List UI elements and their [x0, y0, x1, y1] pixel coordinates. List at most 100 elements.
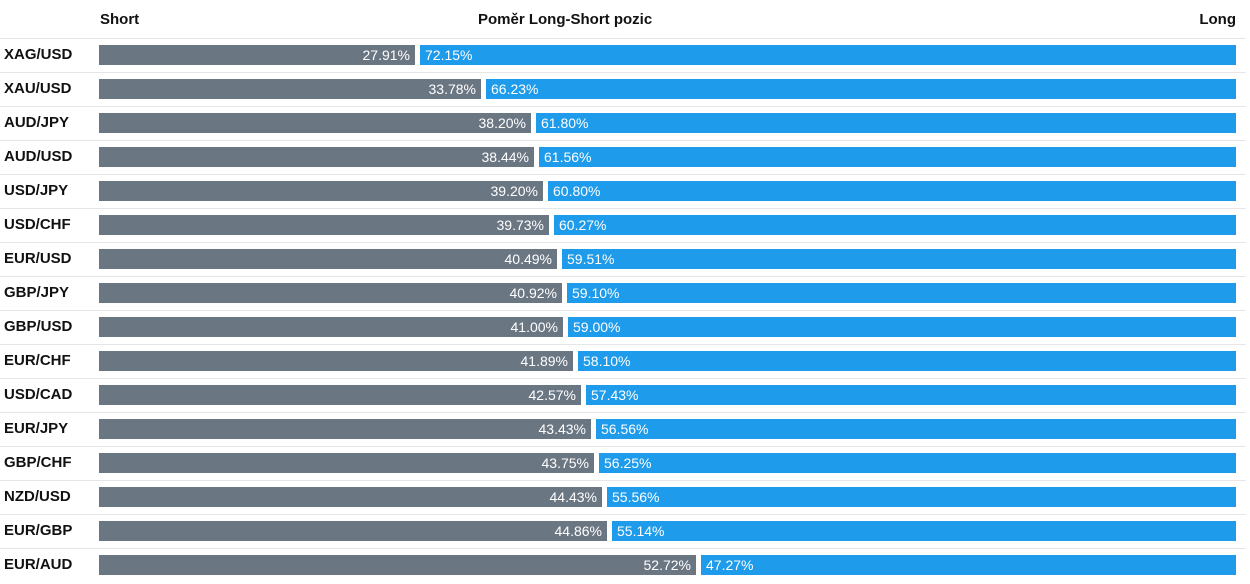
long-value-label: 61.56% — [544, 149, 592, 165]
short-bar: 38.20% — [99, 113, 531, 133]
row-divider — [0, 446, 1246, 447]
long-value-label: 58.10% — [583, 353, 631, 369]
short-value-label: 39.73% — [496, 217, 544, 233]
short-value-label: 44.86% — [554, 523, 602, 539]
short-bar: 38.44% — [99, 147, 534, 167]
short-bar: 39.73% — [99, 215, 549, 235]
table-row: XAU/USD 33.78% 66.23% — [0, 72, 1250, 106]
long-bar: 60.80% — [548, 181, 1236, 201]
short-value-label: 52.72% — [643, 557, 691, 573]
long-bar: 59.00% — [568, 317, 1236, 337]
long-header: Long — [1199, 11, 1236, 28]
long-value-label: 59.00% — [573, 319, 621, 335]
row-divider — [0, 106, 1246, 107]
symbol-label: AUD/JPY — [4, 114, 70, 131]
long-bar: 56.56% — [596, 419, 1236, 439]
row-divider — [0, 242, 1246, 243]
long-value-label: 60.80% — [553, 183, 601, 199]
long-value-label: 55.56% — [612, 489, 660, 505]
row-divider — [0, 412, 1246, 413]
long-bar: 60.27% — [554, 215, 1236, 235]
short-bar: 39.20% — [99, 181, 543, 201]
symbol-label: EUR/USD — [4, 250, 72, 267]
long-value-label: 60.27% — [559, 217, 607, 233]
table-row: AUD/JPY 38.20% 61.80% — [0, 106, 1250, 140]
row-divider — [0, 174, 1246, 175]
symbol-label: GBP/JPY — [4, 284, 70, 301]
symbol-label: XAU/USD — [4, 80, 72, 97]
long-bar: 61.80% — [536, 113, 1236, 133]
long-bar: 57.43% — [586, 385, 1236, 405]
long-value-label: 57.43% — [591, 387, 639, 403]
table-row: EUR/GBP 44.86% 55.14% — [0, 514, 1250, 548]
short-value-label: 33.78% — [428, 81, 476, 97]
short-value-label: 38.44% — [481, 149, 529, 165]
long-bar: 47.27% — [701, 555, 1236, 575]
short-bar: 40.92% — [99, 283, 562, 303]
symbol-label: GBP/USD — [4, 318, 73, 335]
short-value-label: 42.57% — [528, 387, 576, 403]
long-bar: 72.15% — [420, 45, 1236, 65]
table-row: USD/CHF 39.73% 60.27% — [0, 208, 1250, 242]
long-value-label: 47.27% — [706, 557, 754, 573]
short-value-label: 43.43% — [538, 421, 586, 437]
short-bar: 52.72% — [99, 555, 696, 575]
long-bar: 56.25% — [599, 453, 1236, 473]
long-bar: 66.23% — [486, 79, 1236, 99]
table-row: GBP/CHF 43.75% 56.25% — [0, 446, 1250, 480]
row-divider — [0, 72, 1246, 73]
row-divider — [0, 140, 1246, 141]
symbol-label: EUR/JPY — [4, 420, 69, 437]
chart-title: Poměr Long-Short pozic — [478, 11, 653, 28]
long-bar: 59.10% — [567, 283, 1236, 303]
long-value-label: 72.15% — [425, 47, 473, 63]
short-bar: 44.43% — [99, 487, 602, 507]
short-bar: 43.43% — [99, 419, 591, 439]
short-value-label: 44.43% — [549, 489, 597, 505]
short-value-label: 43.75% — [541, 455, 589, 471]
table-row: GBP/JPY 40.92% 59.10% — [0, 276, 1250, 310]
short-bar: 41.00% — [99, 317, 563, 337]
long-bar: 58.10% — [578, 351, 1236, 371]
table-row: NZD/USD 44.43% 55.56% — [0, 480, 1250, 514]
symbol-label: NZD/USD — [4, 488, 71, 505]
symbol-label: USD/JPY — [4, 182, 69, 199]
symbol-label: USD/CAD — [4, 386, 73, 403]
long-value-label: 56.56% — [601, 421, 649, 437]
short-value-label: 39.20% — [490, 183, 538, 199]
symbol-label: EUR/CHF — [4, 352, 71, 369]
short-bar: 41.89% — [99, 351, 573, 371]
row-divider — [0, 514, 1246, 515]
short-value-label: 41.89% — [520, 353, 568, 369]
row-divider — [0, 38, 1246, 39]
symbol-label: USD/CHF — [4, 216, 71, 233]
symbol-label: GBP/CHF — [4, 454, 72, 471]
table-row: EUR/AUD 52.72% 47.27% — [0, 548, 1250, 582]
short-bar: 27.91% — [99, 45, 415, 65]
table-row: AUD/USD 38.44% 61.56% — [0, 140, 1250, 174]
short-bar: 43.75% — [99, 453, 594, 473]
symbol-label: XAG/USD — [4, 46, 73, 63]
row-divider — [0, 208, 1246, 209]
row-divider — [0, 480, 1246, 481]
short-bar: 40.49% — [99, 249, 557, 269]
long-value-label: 59.10% — [572, 285, 620, 301]
row-divider — [0, 378, 1246, 379]
symbol-label: EUR/AUD — [4, 556, 73, 573]
symbol-label: EUR/GBP — [4, 522, 73, 539]
table-row: USD/JPY 39.20% 60.80% — [0, 174, 1250, 208]
symbol-label: AUD/USD — [4, 148, 73, 165]
table-row: XAG/USD 27.91% 72.15% — [0, 38, 1250, 72]
long-bar: 59.51% — [562, 249, 1236, 269]
short-bar: 42.57% — [99, 385, 581, 405]
long-value-label: 66.23% — [491, 81, 539, 97]
short-value-label: 40.49% — [504, 251, 552, 267]
long-value-label: 55.14% — [617, 523, 665, 539]
row-divider — [0, 548, 1246, 549]
short-value-label: 40.92% — [509, 285, 557, 301]
table-row: EUR/USD 40.49% 59.51% — [0, 242, 1250, 276]
table-row: USD/CAD 42.57% 57.43% — [0, 378, 1250, 412]
short-value-label: 38.20% — [478, 115, 526, 131]
short-header: Short — [100, 11, 140, 28]
